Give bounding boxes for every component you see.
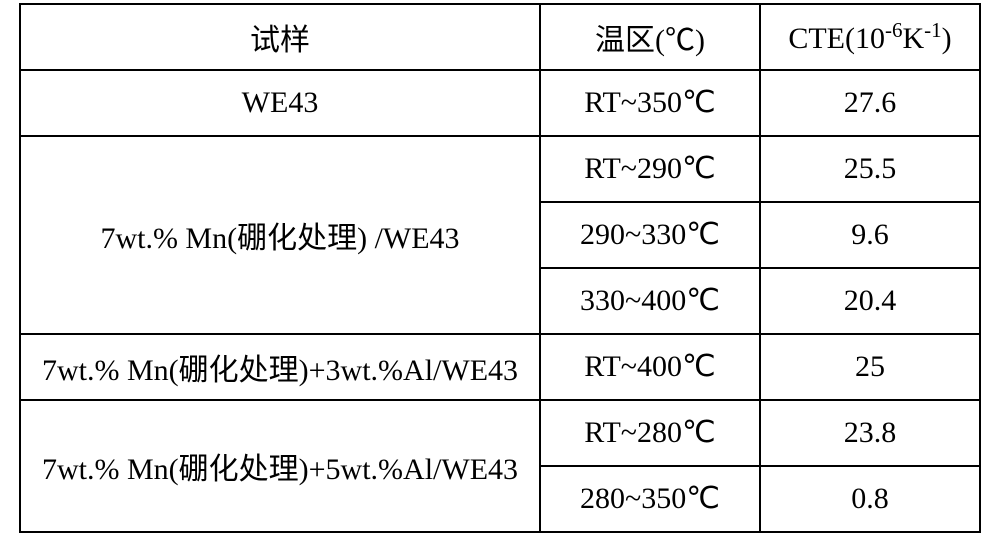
cell-cte: 25.5 xyxy=(760,136,980,202)
cell-temp: RT~290℃ xyxy=(540,136,760,202)
cell-temp: 280~350℃ xyxy=(540,466,760,532)
cell-cte: 9.6 xyxy=(760,202,980,268)
cell-temp: 330~400℃ xyxy=(540,268,760,334)
cell-sample: 7wt.% Mn(硼化处理)+5wt.%Al/WE43 xyxy=(20,400,540,532)
header-cte: CTE(10-6K-1) xyxy=(760,4,980,70)
cell-cte: 23.8 xyxy=(760,400,980,466)
cell-cte: 25 xyxy=(760,334,980,400)
table-row: 7wt.% Mn(硼化处理) /WE43 RT~290℃ 25.5 xyxy=(20,136,980,202)
cell-temp: 290~330℃ xyxy=(540,202,760,268)
table-row: WE43 RT~350℃ 27.6 xyxy=(20,70,980,136)
cell-cte: 20.4 xyxy=(760,268,980,334)
cell-sample: WE43 xyxy=(20,70,540,136)
cte-data-table: 试样 温区(℃) CTE(10-6K-1) WE43 RT~350℃ 27.6 … xyxy=(19,3,981,533)
cell-temp: RT~350℃ xyxy=(540,70,760,136)
cell-sample: 7wt.% Mn(硼化处理) /WE43 xyxy=(20,136,540,334)
cell-sample: 7wt.% Mn(硼化处理)+3wt.%Al/WE43 xyxy=(20,334,540,400)
table-row: 7wt.% Mn(硼化处理)+3wt.%Al/WE43 RT~400℃ 25 xyxy=(20,334,980,400)
cell-cte: 0.8 xyxy=(760,466,980,532)
cell-temp: RT~280℃ xyxy=(540,400,760,466)
cell-cte: 27.6 xyxy=(760,70,980,136)
table-header-row: 试样 温区(℃) CTE(10-6K-1) xyxy=(20,4,980,70)
header-sample: 试样 xyxy=(20,4,540,70)
cell-temp: RT~400℃ xyxy=(540,334,760,400)
header-temp: 温区(℃) xyxy=(540,4,760,70)
table-row: 7wt.% Mn(硼化处理)+5wt.%Al/WE43 RT~280℃ 23.8 xyxy=(20,400,980,466)
table-container: 试样 温区(℃) CTE(10-6K-1) WE43 RT~350℃ 27.6 … xyxy=(9,0,991,543)
